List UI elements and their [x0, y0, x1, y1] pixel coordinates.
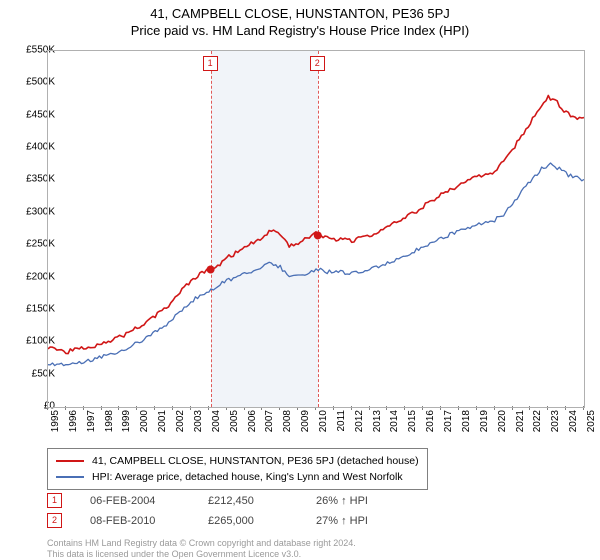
legend-label: 41, CAMPBELL CLOSE, HUNSTANTON, PE36 5PJ… — [92, 455, 419, 467]
legend: 41, CAMPBELL CLOSE, HUNSTANTON, PE36 5PJ… — [47, 448, 428, 490]
x-tick-label: 2013 — [372, 410, 383, 440]
x-tick-label: 2007 — [264, 410, 275, 440]
sale-price: £265,000 — [208, 515, 288, 527]
legend-label: HPI: Average price, detached house, King… — [92, 471, 403, 483]
chart-plot-area — [47, 50, 585, 408]
chart-title-address: 41, CAMPBELL CLOSE, HUNSTANTON, PE36 5PJ — [0, 6, 600, 21]
x-tick-label: 2015 — [407, 410, 418, 440]
x-tick-label: 2011 — [336, 410, 347, 440]
footer-attribution: Contains HM Land Registry data © Crown c… — [47, 538, 356, 560]
x-tick-label: 2009 — [300, 410, 311, 440]
x-tick-label: 2005 — [229, 410, 240, 440]
chart-svg — [48, 51, 584, 407]
sale-marker-icon: 1 — [47, 493, 62, 508]
x-tick-label: 1999 — [121, 410, 132, 440]
x-tick-label: 2022 — [532, 410, 543, 440]
sale-row-1: 1 06-FEB-2004 £212,450 26% ↑ HPI — [47, 493, 368, 508]
x-tick-label: 2014 — [389, 410, 400, 440]
legend-swatch — [56, 460, 84, 462]
sale-dot — [207, 265, 215, 273]
x-tick-label: 2024 — [568, 410, 579, 440]
legend-item-property: 41, CAMPBELL CLOSE, HUNSTANTON, PE36 5PJ… — [56, 453, 419, 469]
x-tick-label: 2003 — [193, 410, 204, 440]
sale-marker-box: 1 — [203, 56, 218, 71]
x-tick-label: 2023 — [550, 410, 561, 440]
sale-date: 08-FEB-2010 — [90, 515, 180, 527]
x-tick-label: 2006 — [247, 410, 258, 440]
sale-date: 06-FEB-2004 — [90, 495, 180, 507]
series-line-property — [48, 96, 584, 354]
x-tick-label: 2002 — [175, 410, 186, 440]
x-tick-label: 1997 — [86, 410, 97, 440]
sale-dot — [314, 231, 322, 239]
x-tick-label: 2025 — [586, 410, 597, 440]
x-tick-label: 2000 — [139, 410, 150, 440]
sale-row-2: 2 08-FEB-2010 £265,000 27% ↑ HPI — [47, 513, 368, 528]
sale-price: £212,450 — [208, 495, 288, 507]
x-tick-label: 2012 — [354, 410, 365, 440]
x-tick-label: 2008 — [282, 410, 293, 440]
x-tick-label: 2021 — [515, 410, 526, 440]
x-tick-label: 1998 — [104, 410, 115, 440]
sale-marker-box: 2 — [310, 56, 325, 71]
legend-swatch — [56, 476, 84, 478]
series-line-hpi — [48, 163, 584, 366]
x-tick-label: 2017 — [443, 410, 454, 440]
x-tick-label: 2018 — [461, 410, 472, 440]
x-tick-label: 2001 — [157, 410, 168, 440]
x-tick-label: 1996 — [68, 410, 79, 440]
x-tick-label: 2020 — [497, 410, 508, 440]
x-tick-label: 2004 — [211, 410, 222, 440]
sale-delta: 27% ↑ HPI — [316, 515, 368, 527]
x-tick-label: 1995 — [50, 410, 61, 440]
x-tick-label: 2019 — [479, 410, 490, 440]
chart-title-subtitle: Price paid vs. HM Land Registry's House … — [0, 23, 600, 38]
x-tick-label: 2016 — [425, 410, 436, 440]
legend-item-hpi: HPI: Average price, detached house, King… — [56, 469, 419, 485]
sale-marker-icon: 2 — [47, 513, 62, 528]
x-tick-label: 2010 — [318, 410, 329, 440]
sale-delta: 26% ↑ HPI — [316, 495, 368, 507]
